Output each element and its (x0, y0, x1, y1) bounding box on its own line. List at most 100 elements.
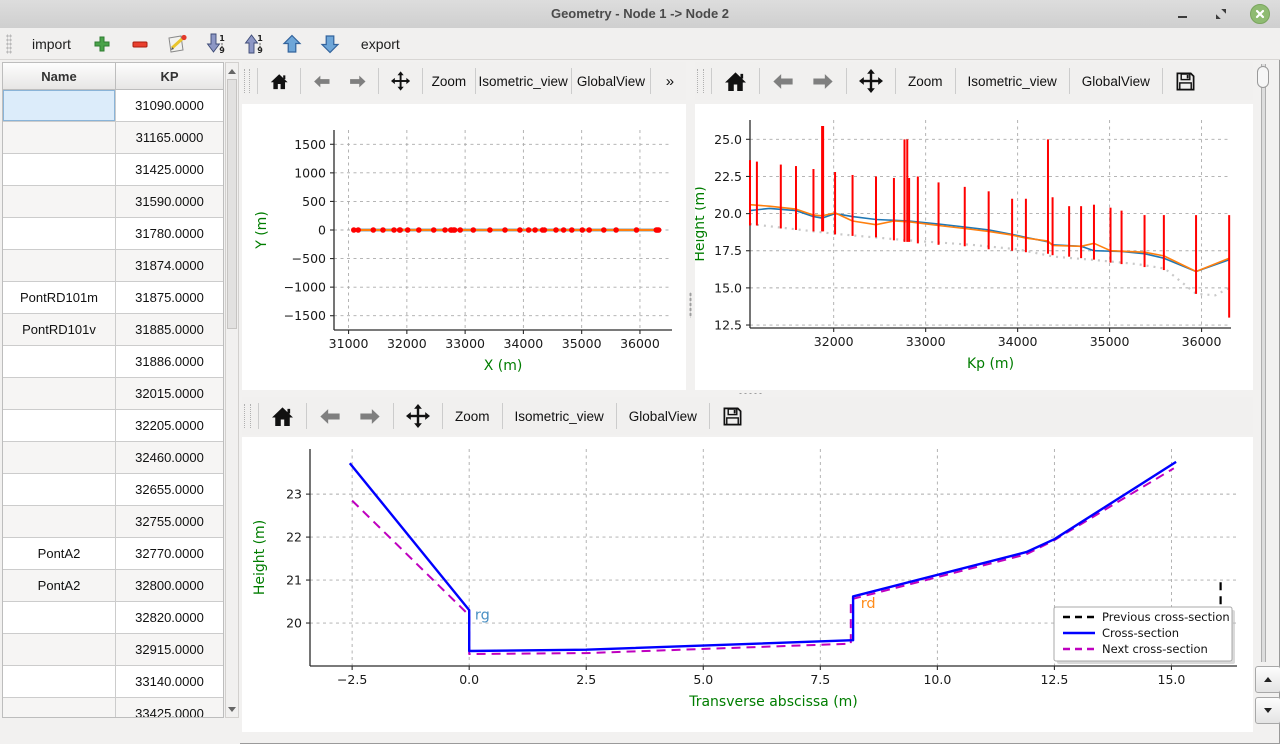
title-bar[interactable]: Geometry - Node 1 -> Node 2 (0, 0, 1280, 29)
cell-kp[interactable]: 31875.0000 (115, 281, 223, 314)
cell-name[interactable] (3, 249, 116, 282)
svg-text:Y (m): Y (m) (254, 211, 270, 250)
add-row-button[interactable] (89, 31, 115, 57)
forward-button[interactable] (803, 66, 843, 96)
cell-kp[interactable]: 31090.0000 (115, 89, 223, 122)
forward-button[interactable] (340, 66, 376, 96)
home-button[interactable] (262, 401, 303, 431)
plan-view-chart[interactable]: 31000 32000 33000 34000 35000 36000 −1500 −1000… (242, 104, 686, 390)
home-button[interactable] (261, 66, 297, 96)
cell-name[interactable] (3, 153, 116, 186)
cell-name[interactable] (3, 121, 116, 154)
cell-kp[interactable]: 32015.0000 (115, 377, 223, 410)
scrollbar-down-arrow[interactable] (226, 702, 238, 716)
export-button[interactable]: export (355, 33, 406, 55)
save-button[interactable] (713, 401, 752, 431)
isometric-view-button[interactable]: Isometric_view (506, 401, 613, 431)
cell-kp[interactable]: 31165.0000 (115, 121, 223, 154)
toolbar-overflow-button[interactable]: » (654, 66, 686, 96)
cell-kp[interactable]: 33140.0000 (115, 665, 223, 698)
cell-name[interactable] (3, 185, 116, 218)
move-down-button[interactable] (317, 31, 343, 57)
vertical-splitter[interactable] (686, 60, 695, 390)
cell-name[interactable]: PontA2 (3, 537, 116, 570)
cell-name[interactable] (3, 633, 116, 666)
cell-name[interactable] (3, 505, 116, 538)
previous-section-button[interactable] (1255, 666, 1280, 693)
cell-name[interactable] (3, 217, 116, 250)
cell-name[interactable] (3, 473, 116, 506)
zoom-button[interactable]: Zoom (426, 66, 472, 96)
save-button[interactable] (1166, 66, 1205, 96)
slider-handle[interactable] (1257, 66, 1269, 88)
zoom-button[interactable]: Zoom (446, 401, 499, 431)
pan-button[interactable] (850, 66, 892, 96)
sort-ascending-button[interactable]: 1 9 (241, 31, 267, 57)
cell-name[interactable] (3, 409, 116, 442)
next-section-button[interactable] (1255, 697, 1280, 724)
minimize-button[interactable] (1174, 5, 1192, 23)
horizontal-splitter[interactable] (242, 390, 1253, 397)
global-view-button[interactable]: GlobalView (575, 66, 647, 96)
cell-kp[interactable]: 32915.0000 (115, 633, 223, 666)
cell-kp[interactable]: 32655.0000 (115, 473, 223, 506)
global-view-button[interactable]: GlobalView (620, 401, 706, 431)
cell-name[interactable] (3, 345, 116, 378)
cell-name[interactable]: PontA2 (3, 569, 116, 602)
cell-kp[interactable]: 32820.0000 (115, 601, 223, 634)
pan-button[interactable] (382, 66, 419, 96)
cell-kp[interactable]: 31425.0000 (115, 153, 223, 186)
cell-kp[interactable]: 31885.0000 (115, 313, 223, 346)
table-scrollbar[interactable] (225, 62, 239, 718)
view-slider[interactable] (1257, 64, 1269, 662)
toolbar-grip[interactable] (244, 69, 250, 93)
cell-kp[interactable]: 32755.0000 (115, 505, 223, 538)
cell-name[interactable] (3, 441, 116, 474)
pan-button[interactable] (397, 401, 439, 431)
longitudinal-profile-chart[interactable]: 32000 33000 34000 35000 36000 12.5 15.0 17.5 20.… (695, 104, 1253, 390)
scrollbar-up-arrow[interactable] (226, 64, 238, 78)
zoom-button[interactable]: Zoom (899, 66, 952, 96)
toolbar-grip[interactable] (697, 69, 704, 93)
cell-name[interactable] (3, 665, 116, 698)
cell-kp[interactable]: 31590.0000 (115, 185, 223, 218)
home-button[interactable] (715, 66, 756, 96)
back-button[interactable] (310, 401, 350, 431)
cell-name[interactable] (3, 697, 116, 717)
remove-row-button[interactable] (127, 31, 153, 57)
table-row: 31425.0000 (3, 153, 223, 186)
back-button[interactable] (304, 66, 340, 96)
cell-name[interactable] (3, 377, 116, 410)
close-button[interactable] (1250, 4, 1270, 24)
move-up-button[interactable] (279, 31, 305, 57)
cell-name[interactable] (3, 601, 116, 634)
table-row: 32655.0000 (3, 473, 223, 506)
import-button[interactable]: import (26, 33, 77, 55)
cell-kp[interactable]: 32460.0000 (115, 441, 223, 474)
sort-descending-button[interactable]: 1 9 (203, 31, 229, 57)
cell-kp[interactable]: 31780.0000 (115, 217, 223, 250)
maximize-button[interactable] (1212, 5, 1230, 23)
cell-kp[interactable]: 33425.0000 (115, 697, 223, 717)
column-header-kp[interactable]: KP (115, 63, 223, 90)
global-view-button[interactable]: GlobalView (1073, 66, 1159, 96)
scrollbar-thumb[interactable] (227, 79, 237, 329)
cell-kp[interactable]: 32800.0000 (115, 569, 223, 602)
column-header-name[interactable]: Name (3, 63, 116, 90)
cell-kp[interactable]: 32205.0000 (115, 409, 223, 442)
toolbar-grip[interactable] (244, 404, 251, 428)
toolbar-grip[interactable] (6, 33, 12, 54)
cell-kp[interactable]: 31886.0000 (115, 345, 223, 378)
cell-kp[interactable]: 31874.0000 (115, 249, 223, 282)
cell-name[interactable]: PontRD101m (3, 281, 116, 314)
edit-row-button[interactable] (165, 31, 191, 57)
isometric-view-button[interactable]: Isometric_view (959, 66, 1066, 96)
cross-section-chart[interactable]: −2.5 0.0 2.5 5.0 7.5 10.0 12.5 15.0 20 21 22 23 Tran… (242, 437, 1253, 732)
isometric-view-button[interactable]: Isometric_view (478, 66, 568, 96)
cell-kp[interactable]: 32770.0000 (115, 537, 223, 570)
cell-name[interactable] (3, 89, 116, 122)
forward-button[interactable] (350, 401, 390, 431)
back-button[interactable] (763, 66, 803, 96)
cell-name[interactable]: PontRD101v (3, 313, 116, 346)
svg-text:12.5: 12.5 (714, 318, 742, 333)
